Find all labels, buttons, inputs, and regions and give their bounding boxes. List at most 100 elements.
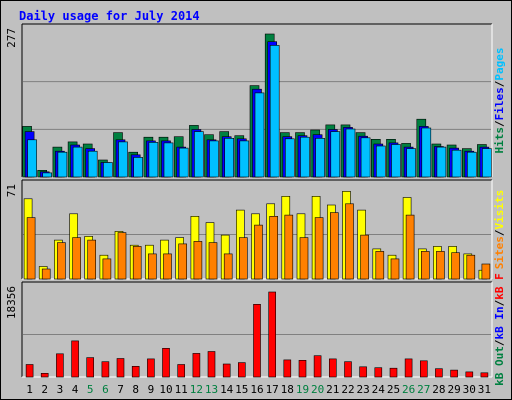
legend-entry-kb-out: kB Out <box>493 346 506 386</box>
day-label-6: 6 <box>102 383 109 396</box>
legend-entry-files: Files <box>493 87 506 120</box>
bar-visits-sites-day-30 <box>466 254 476 280</box>
legend-separator: / <box>493 229 506 236</box>
bar-kbytes-kb-f-day-5 <box>86 357 94 378</box>
bar-hits-pages-day-22 <box>345 128 356 178</box>
legend-separator: / <box>493 339 506 346</box>
legend-entry-pages: Pages <box>493 48 506 81</box>
panel-kbytes-max-label: 18356 <box>5 286 18 319</box>
bar-visits-sites-day-26 <box>405 214 415 280</box>
bar-hits-pages-day-27 <box>421 127 432 178</box>
bar-visits-sites-day-11 <box>178 243 187 280</box>
bar-hits-pages-day-6 <box>103 162 113 178</box>
bar-visits-sites-day-31 <box>481 263 491 280</box>
bar-hits-pages-day-16 <box>254 92 265 178</box>
bar-visits-sites-day-29 <box>451 252 460 280</box>
day-label-17: 17 <box>266 383 279 396</box>
legend-entry-kb-f: kB F <box>493 273 506 300</box>
legend-entry-kb-in: kB In <box>493 306 506 339</box>
bar-kbytes-kb-f-day-4 <box>71 340 79 378</box>
legend-separator: / <box>493 80 506 87</box>
bar-hits-pages-day-24 <box>375 145 386 178</box>
bar-visits-sites-day-6 <box>102 258 112 280</box>
day-label-16: 16 <box>250 383 263 396</box>
bar-hits-pages-day-20 <box>315 138 325 178</box>
day-label-18: 18 <box>281 383 294 396</box>
day-label-9: 9 <box>148 383 155 396</box>
bar-hits-pages-day-10 <box>163 142 174 178</box>
day-label-14: 14 <box>220 383 234 396</box>
day-label-15: 15 <box>235 383 248 396</box>
day-label-12: 12 <box>190 383 203 396</box>
bar-visits-sites-day-28 <box>436 251 445 280</box>
day-label-30: 30 <box>463 383 476 396</box>
legend-entry-visits: Visits <box>493 190 506 230</box>
bar-kbytes-kb-f-day-14 <box>222 363 231 378</box>
bar-kbytes-kb-f-day-18 <box>283 359 292 378</box>
bar-kbytes-kb-f-day-16 <box>253 303 261 378</box>
bar-kbytes-kb-f-day-17 <box>268 291 277 378</box>
bar-hits-pages-day-1 <box>27 139 37 178</box>
bar-hits-pages-day-9 <box>148 142 159 178</box>
day-label-31: 31 <box>478 383 491 396</box>
bar-kbytes-kb-f-day-27 <box>419 360 428 378</box>
bar-visits-sites-day-2 <box>41 268 51 280</box>
bar-kbytes-kb-f-day-22 <box>344 361 352 378</box>
bar-visits-sites-day-14 <box>223 253 233 280</box>
bar-kbytes-kb-f-day-3 <box>56 353 64 378</box>
bar-visits-sites-day-21 <box>329 212 339 280</box>
day-label-5: 5 <box>87 383 94 396</box>
bar-visits-sites-day-5 <box>87 239 96 280</box>
bar-visits-sites-day-16 <box>254 224 263 280</box>
day-label-13: 13 <box>205 383 218 396</box>
day-label-29: 29 <box>447 383 460 396</box>
bar-kbytes-kb-f-day-28 <box>435 368 443 378</box>
bar-kbytes-kb-f-day-8 <box>131 365 140 378</box>
legend-entry-hits: Hits <box>493 127 506 154</box>
bar-hits-pages-day-11 <box>178 147 189 178</box>
bar-kbytes-kb-f-day-13 <box>207 351 216 378</box>
bar-kbytes-kb-f-day-31 <box>480 372 489 378</box>
bar-visits-sites-day-18 <box>284 214 294 280</box>
bar-visits-sites-day-27 <box>420 251 430 280</box>
bar-visits-sites-day-20 <box>314 217 324 280</box>
day-label-3: 3 <box>57 383 64 396</box>
bar-kbytes-kb-f-day-29 <box>450 369 458 378</box>
day-label-11: 11 <box>175 383 188 396</box>
day-label-10: 10 <box>159 383 172 396</box>
bar-visits-sites-day-25 <box>390 258 400 280</box>
bar-visits-sites-day-7 <box>117 232 127 280</box>
bar-visits-sites-day-23 <box>360 234 369 280</box>
day-label-19: 19 <box>296 383 309 396</box>
bar-kbytes-kb-f-day-1 <box>25 364 34 378</box>
bar-kbytes-kb-f-day-30 <box>465 371 474 378</box>
bar-hits-pages-day-15 <box>239 140 250 178</box>
day-label-27: 27 <box>417 383 430 396</box>
bar-hits-pages-day-17 <box>269 45 280 178</box>
bar-kbytes-kb-f-day-26 <box>404 358 413 378</box>
bar-hits-pages-day-31 <box>482 148 492 178</box>
bar-visits-sites-day-9 <box>148 253 157 280</box>
panel-hits-max-label: 277 <box>5 28 18 48</box>
bar-kbytes-kb-f-day-6 <box>101 361 110 378</box>
bar-visits-sites-day-4 <box>72 237 81 280</box>
bar-visits-sites-day-15 <box>239 237 248 280</box>
day-label-23: 23 <box>356 383 369 396</box>
day-label-28: 28 <box>432 383 445 396</box>
bar-hits-pages-day-23 <box>360 137 371 178</box>
bar-kbytes-kb-f-day-21 <box>328 358 337 378</box>
day-label-2: 2 <box>41 383 48 396</box>
bar-kbytes-kb-f-day-9 <box>147 358 155 378</box>
bar-kbytes-kb-f-day-25 <box>389 367 398 378</box>
day-label-22: 22 <box>341 383 354 396</box>
bar-hits-pages-day-2 <box>42 172 53 178</box>
bar-visits-sites-day-22 <box>345 203 354 280</box>
bar-hits-pages-day-21 <box>330 131 341 178</box>
day-label-21: 21 <box>326 383 339 396</box>
bar-visits-sites-day-8 <box>132 246 142 280</box>
bar-visits-sites-day-24 <box>375 251 385 280</box>
bar-hits-pages-day-8 <box>133 157 143 178</box>
bar-kbytes-kb-f-day-7 <box>116 358 125 378</box>
